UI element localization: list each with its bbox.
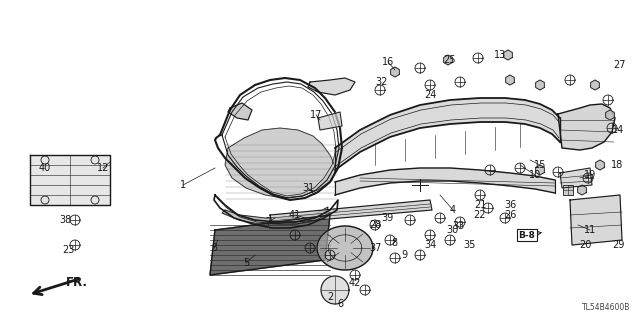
Text: 6: 6 bbox=[337, 299, 343, 309]
Text: 1: 1 bbox=[180, 180, 186, 190]
Text: 18: 18 bbox=[611, 160, 623, 170]
Polygon shape bbox=[321, 276, 349, 304]
Text: 41: 41 bbox=[289, 210, 301, 220]
Text: TL54B4600B: TL54B4600B bbox=[582, 303, 630, 312]
Polygon shape bbox=[444, 55, 452, 65]
Text: 10: 10 bbox=[529, 170, 541, 180]
Text: 34: 34 bbox=[424, 240, 436, 250]
Polygon shape bbox=[30, 155, 110, 205]
Text: 35: 35 bbox=[464, 240, 476, 250]
Text: 3: 3 bbox=[211, 243, 217, 253]
Polygon shape bbox=[270, 200, 432, 224]
Text: 20: 20 bbox=[579, 240, 591, 250]
Polygon shape bbox=[210, 215, 330, 275]
Text: 39: 39 bbox=[381, 213, 393, 223]
Text: 26: 26 bbox=[504, 210, 516, 220]
Text: 5: 5 bbox=[243, 258, 249, 268]
Text: 7: 7 bbox=[265, 217, 271, 227]
Text: 31: 31 bbox=[302, 183, 314, 193]
Text: 25: 25 bbox=[444, 55, 456, 65]
Text: 29: 29 bbox=[612, 240, 624, 250]
Text: 8: 8 bbox=[391, 238, 397, 248]
Polygon shape bbox=[536, 80, 545, 90]
Text: 33: 33 bbox=[452, 221, 464, 231]
Text: 15: 15 bbox=[534, 160, 546, 170]
Text: 23: 23 bbox=[62, 245, 74, 255]
Polygon shape bbox=[504, 50, 513, 60]
Text: 16: 16 bbox=[382, 57, 394, 67]
Polygon shape bbox=[222, 207, 328, 225]
Polygon shape bbox=[317, 226, 373, 270]
Polygon shape bbox=[335, 98, 560, 170]
Text: FR.: FR. bbox=[66, 276, 88, 289]
Text: 2: 2 bbox=[327, 292, 333, 302]
Text: 27: 27 bbox=[614, 60, 627, 70]
Text: 4: 4 bbox=[450, 205, 456, 215]
Polygon shape bbox=[225, 128, 336, 198]
Text: 11: 11 bbox=[584, 225, 596, 235]
Text: B-8: B-8 bbox=[518, 230, 536, 239]
Text: 42: 42 bbox=[349, 278, 361, 288]
Polygon shape bbox=[605, 110, 614, 120]
Polygon shape bbox=[228, 103, 252, 120]
Polygon shape bbox=[536, 165, 545, 175]
Text: 9: 9 bbox=[401, 250, 407, 260]
Text: 14: 14 bbox=[612, 125, 624, 135]
Bar bbox=[563, 185, 573, 195]
Polygon shape bbox=[318, 112, 342, 130]
Text: 24: 24 bbox=[424, 90, 436, 100]
Text: 28: 28 bbox=[369, 220, 381, 230]
Polygon shape bbox=[308, 78, 355, 95]
Polygon shape bbox=[390, 67, 399, 77]
Text: 38: 38 bbox=[59, 215, 71, 225]
Polygon shape bbox=[578, 185, 586, 195]
Polygon shape bbox=[558, 104, 615, 150]
Text: 13: 13 bbox=[494, 50, 506, 60]
Text: 30: 30 bbox=[446, 225, 458, 235]
Text: 37: 37 bbox=[369, 243, 381, 253]
Polygon shape bbox=[560, 168, 592, 188]
Text: 36: 36 bbox=[504, 200, 516, 210]
Text: 12: 12 bbox=[97, 163, 109, 173]
Polygon shape bbox=[506, 75, 515, 85]
Polygon shape bbox=[591, 80, 599, 90]
Text: 19: 19 bbox=[584, 170, 596, 180]
Polygon shape bbox=[570, 195, 622, 245]
Text: 22: 22 bbox=[474, 210, 486, 220]
Text: 40: 40 bbox=[39, 163, 51, 173]
Text: 32: 32 bbox=[376, 77, 388, 87]
Polygon shape bbox=[596, 160, 604, 170]
Text: 21: 21 bbox=[474, 200, 486, 210]
Text: 17: 17 bbox=[310, 110, 322, 120]
Polygon shape bbox=[335, 168, 555, 195]
